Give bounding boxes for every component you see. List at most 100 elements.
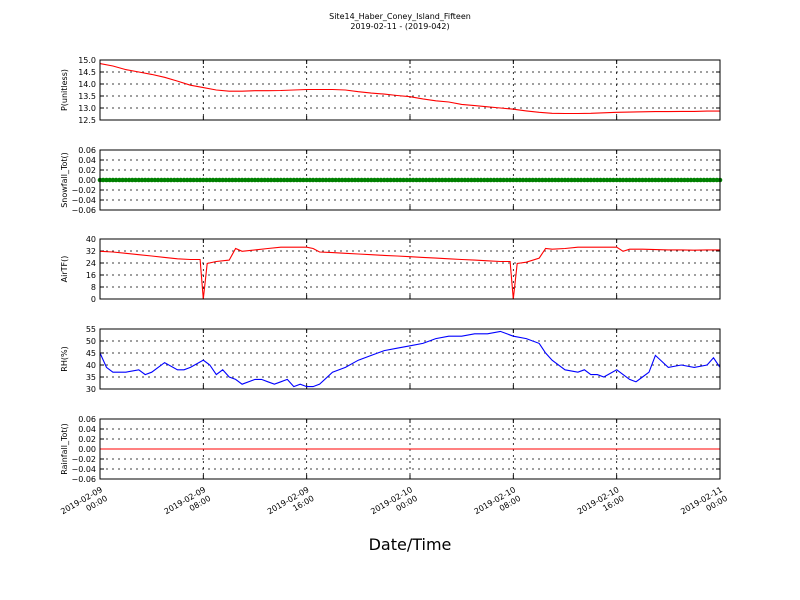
data-point xyxy=(656,177,661,183)
data-point xyxy=(494,177,500,183)
data-point xyxy=(695,177,700,183)
data-point xyxy=(385,177,390,183)
data-point xyxy=(272,177,277,183)
data-point xyxy=(155,177,161,183)
data-point xyxy=(139,177,145,183)
data-point xyxy=(620,177,626,183)
data-point xyxy=(278,177,284,183)
data-point xyxy=(159,177,164,183)
data-point xyxy=(607,177,613,183)
y-tick-label: −0.02 xyxy=(71,186,96,195)
data-point xyxy=(527,177,532,183)
y-tick-label: 50 xyxy=(86,337,96,346)
y-tick-label: 13.5 xyxy=(78,92,96,101)
data-point xyxy=(285,177,290,183)
data-point xyxy=(482,177,487,183)
data-point xyxy=(294,177,300,183)
data-point xyxy=(591,177,597,183)
data-point xyxy=(333,177,339,183)
data-point xyxy=(427,177,432,183)
data-point xyxy=(585,177,590,183)
y-tick-label: 16 xyxy=(86,271,96,280)
data-point xyxy=(595,177,600,183)
data-point xyxy=(301,177,306,183)
data-point xyxy=(475,177,481,183)
data-point xyxy=(210,177,216,183)
data-point xyxy=(191,177,196,183)
y-tick-label: 0.02 xyxy=(78,435,96,444)
data-point xyxy=(369,177,374,183)
y-tick-label: 14.5 xyxy=(78,68,96,77)
data-point xyxy=(533,177,539,183)
data-point xyxy=(375,177,381,183)
data-point xyxy=(181,177,187,183)
y-tick-label: 40 xyxy=(86,361,96,370)
data-point xyxy=(562,177,568,183)
data-point xyxy=(323,177,329,183)
data-point xyxy=(524,177,529,183)
data-point xyxy=(691,177,697,183)
data-point xyxy=(265,177,271,183)
y-axis-label: P(unitless) xyxy=(60,69,69,111)
data-point xyxy=(423,177,429,183)
y-tick-label: 0.04 xyxy=(78,425,96,434)
data-point xyxy=(662,177,668,183)
data-point xyxy=(685,177,690,183)
data-point xyxy=(162,177,167,183)
subplots: 15.014.514.013.513.012.5P(unitless)0.060… xyxy=(60,56,723,484)
data-point xyxy=(485,177,490,183)
data-point xyxy=(565,177,571,183)
y-tick-label: 40 xyxy=(86,235,96,244)
y-tick-label: 15.0 xyxy=(78,56,96,65)
y-tick-label: 0.06 xyxy=(78,415,96,424)
data-point xyxy=(701,177,707,183)
y-tick-label: 0.04 xyxy=(78,156,96,165)
data-point xyxy=(275,177,280,183)
y-tick-label: −0.02 xyxy=(71,455,96,464)
y-tick-label: 12.5 xyxy=(78,116,96,125)
data-point xyxy=(507,177,513,183)
data-point xyxy=(569,177,574,183)
data-point xyxy=(540,177,545,183)
data-point xyxy=(343,177,348,183)
data-point xyxy=(104,177,109,183)
y-tick-label: 32 xyxy=(86,247,96,256)
data-point xyxy=(175,177,180,183)
data-point xyxy=(230,177,235,183)
y-tick-label: 0.02 xyxy=(78,166,96,175)
data-point xyxy=(630,177,636,183)
data-point xyxy=(310,177,316,183)
data-point xyxy=(553,177,558,183)
data-point xyxy=(268,177,274,183)
data-point xyxy=(598,177,603,183)
data-point xyxy=(711,177,716,183)
y-tick-label: 55 xyxy=(86,325,96,334)
x-tick-labels: 2019-02-0900:00 2019-02-0908:00 2019-02-09… xyxy=(59,485,729,525)
data-point xyxy=(288,177,293,183)
data-point xyxy=(239,177,245,183)
data-point xyxy=(530,177,535,183)
data-point xyxy=(214,177,219,183)
data-point xyxy=(511,177,516,183)
data-point xyxy=(226,177,232,183)
subplot: 40 32 24 16 8 0 AirTF() xyxy=(60,235,721,304)
data-point xyxy=(388,177,393,183)
data-point xyxy=(433,177,439,183)
data-point xyxy=(142,177,148,183)
y-axis-label: AirTF() xyxy=(60,256,69,283)
subplot: 55 50 45 40 35 30 RH(%) xyxy=(60,325,721,394)
data-point xyxy=(117,177,122,183)
data-point xyxy=(391,177,397,183)
data-point xyxy=(107,177,112,183)
data-point xyxy=(304,177,310,183)
data-point xyxy=(514,177,519,183)
axes-frame xyxy=(99,238,721,300)
data-point xyxy=(520,177,526,183)
x-tick-label: 2019-02-1100:00 xyxy=(679,485,729,525)
data-point xyxy=(546,177,552,183)
data-point xyxy=(188,177,193,183)
data-point xyxy=(640,177,645,183)
data-point xyxy=(682,177,687,183)
data-point xyxy=(440,177,445,183)
data-point xyxy=(178,177,183,183)
